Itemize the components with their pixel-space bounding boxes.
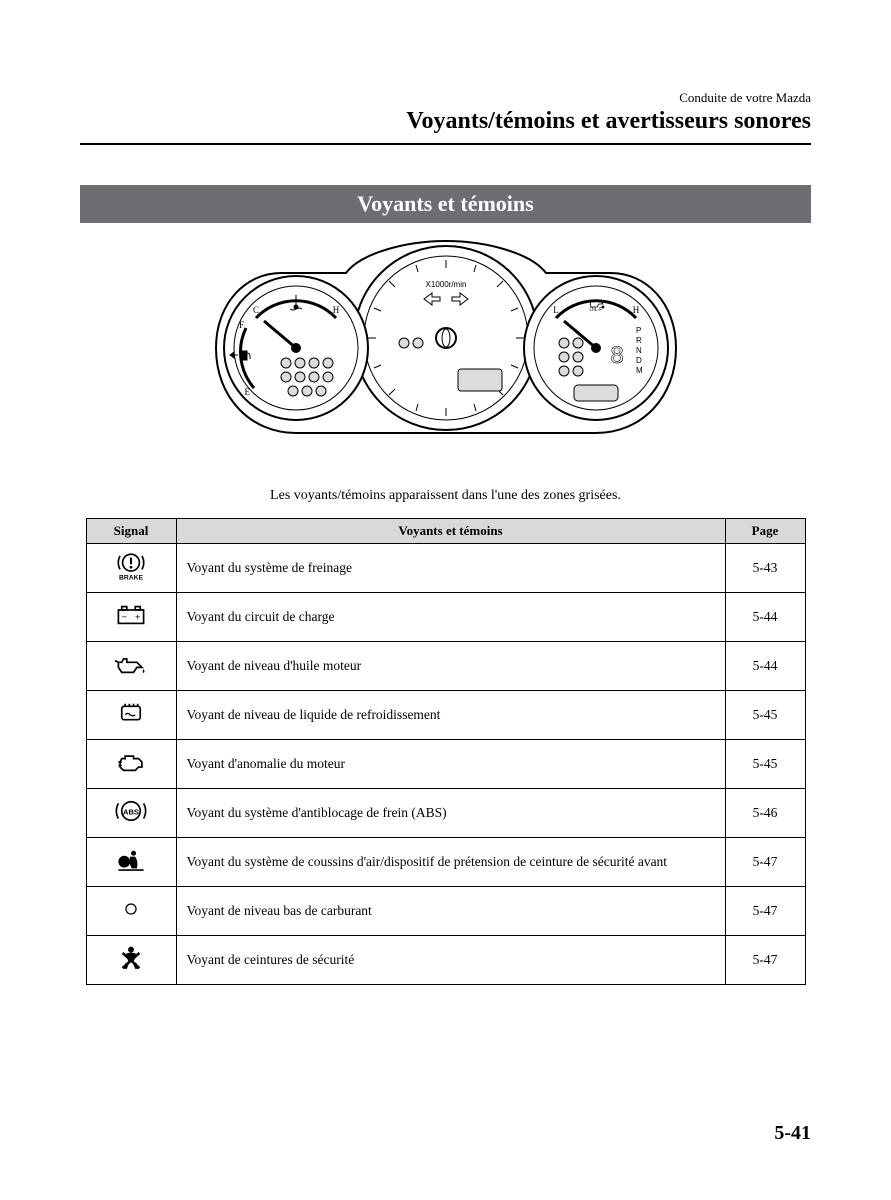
figure-caption: Les voyants/témoins apparaissent dans l'… — [80, 488, 811, 504]
row-desc: Voyant d'anomalie du moteur — [176, 740, 725, 789]
svg-text:8: 8 — [610, 342, 623, 369]
col-desc: Voyants et témoins — [176, 519, 725, 544]
svg-text:F: F — [238, 320, 243, 330]
engine-icon — [110, 746, 152, 778]
row-desc: Voyant de ceintures de sécurité — [176, 936, 725, 985]
page-header: Conduite de votre Mazda Voyants/témoins … — [80, 90, 811, 135]
row-desc: Voyant du système de coussins d'air/disp… — [176, 838, 725, 887]
instrument-cluster-figure: X1000r/min C H F E — [80, 233, 811, 478]
table-row: Voyant de niveau bas de carburant 5-47 — [86, 887, 805, 936]
table-row: Voyant du système de coussins d'air/disp… — [86, 838, 805, 887]
row-desc: Voyant du système d'antiblocage de frein… — [176, 789, 725, 838]
row-page: 5-47 — [725, 936, 805, 985]
svg-text:N: N — [636, 346, 642, 355]
svg-text:H: H — [332, 305, 339, 315]
coolant-icon — [110, 697, 152, 729]
svg-text:BRAKE: BRAKE — [119, 574, 143, 581]
header-rule — [80, 143, 811, 145]
svg-text:C: C — [252, 305, 258, 315]
svg-text:R: R — [636, 336, 642, 345]
table-row: ABS Voyant du système d'antiblocage de f… — [86, 789, 805, 838]
airbag-icon — [110, 844, 152, 876]
col-page: Page — [725, 519, 805, 544]
svg-text:D: D — [636, 356, 642, 365]
row-desc: Voyant de niveau bas de carburant — [176, 887, 725, 936]
table-row: Voyant de ceintures de sécurité 5-47 — [86, 936, 805, 985]
breadcrumb: Conduite de votre Mazda — [80, 90, 811, 106]
row-page: 5-44 — [725, 642, 805, 691]
svg-text:+: + — [135, 612, 140, 622]
svg-text:ABS: ABS — [123, 807, 139, 816]
table-row: Voyant de niveau d'huile moteur 5-44 — [86, 642, 805, 691]
abs-icon: ABS — [110, 795, 152, 827]
page-number: 5-41 — [774, 1122, 811, 1145]
table-row: Voyant de niveau de liquide de refroidis… — [86, 691, 805, 740]
col-signal: Signal — [86, 519, 176, 544]
brake-icon: BRAKE — [110, 550, 152, 582]
svg-text:H: H — [632, 305, 639, 315]
svg-text:M: M — [636, 366, 643, 375]
battery-icon: − + — [110, 599, 152, 631]
row-desc: Voyant de niveau d'huile moteur — [176, 642, 725, 691]
table-row: − + Voyant du circuit de charge 5-44 — [86, 593, 805, 642]
row-desc: Voyant de niveau de liquide de refroidis… — [176, 691, 725, 740]
fuel-low-icon — [110, 893, 152, 925]
row-page: 5-46 — [725, 789, 805, 838]
svg-text:−: − — [122, 612, 127, 622]
tacho-label: X1000r/min — [425, 280, 466, 289]
svg-text:P: P — [636, 326, 641, 335]
table-row: Voyant d'anomalie du moteur 5-45 — [86, 740, 805, 789]
row-page: 5-47 — [725, 887, 805, 936]
row-page: 5-47 — [725, 838, 805, 887]
signals-table: Signal Voyants et témoins Page BRAKE Voy… — [86, 518, 806, 985]
row-page: 5-45 — [725, 740, 805, 789]
svg-text:E: E — [244, 387, 250, 397]
row-page: 5-45 — [725, 691, 805, 740]
page-title: Voyants/témoins et avertisseurs sonores — [80, 108, 811, 135]
svg-text:OIL-P: OIL-P — [589, 307, 603, 313]
table-row: BRAKE Voyant du système de freinage 5-43 — [86, 544, 805, 593]
svg-text:L: L — [553, 305, 559, 315]
row-page: 5-43 — [725, 544, 805, 593]
oil-icon — [110, 648, 152, 680]
row-desc: Voyant du système de freinage — [176, 544, 725, 593]
instrument-cluster-svg: X1000r/min C H F E — [186, 233, 706, 473]
row-page: 5-44 — [725, 593, 805, 642]
seatbelt-icon — [110, 942, 152, 974]
row-desc: Voyant du circuit de charge — [176, 593, 725, 642]
section-bar: Voyants et témoins — [80, 185, 811, 223]
